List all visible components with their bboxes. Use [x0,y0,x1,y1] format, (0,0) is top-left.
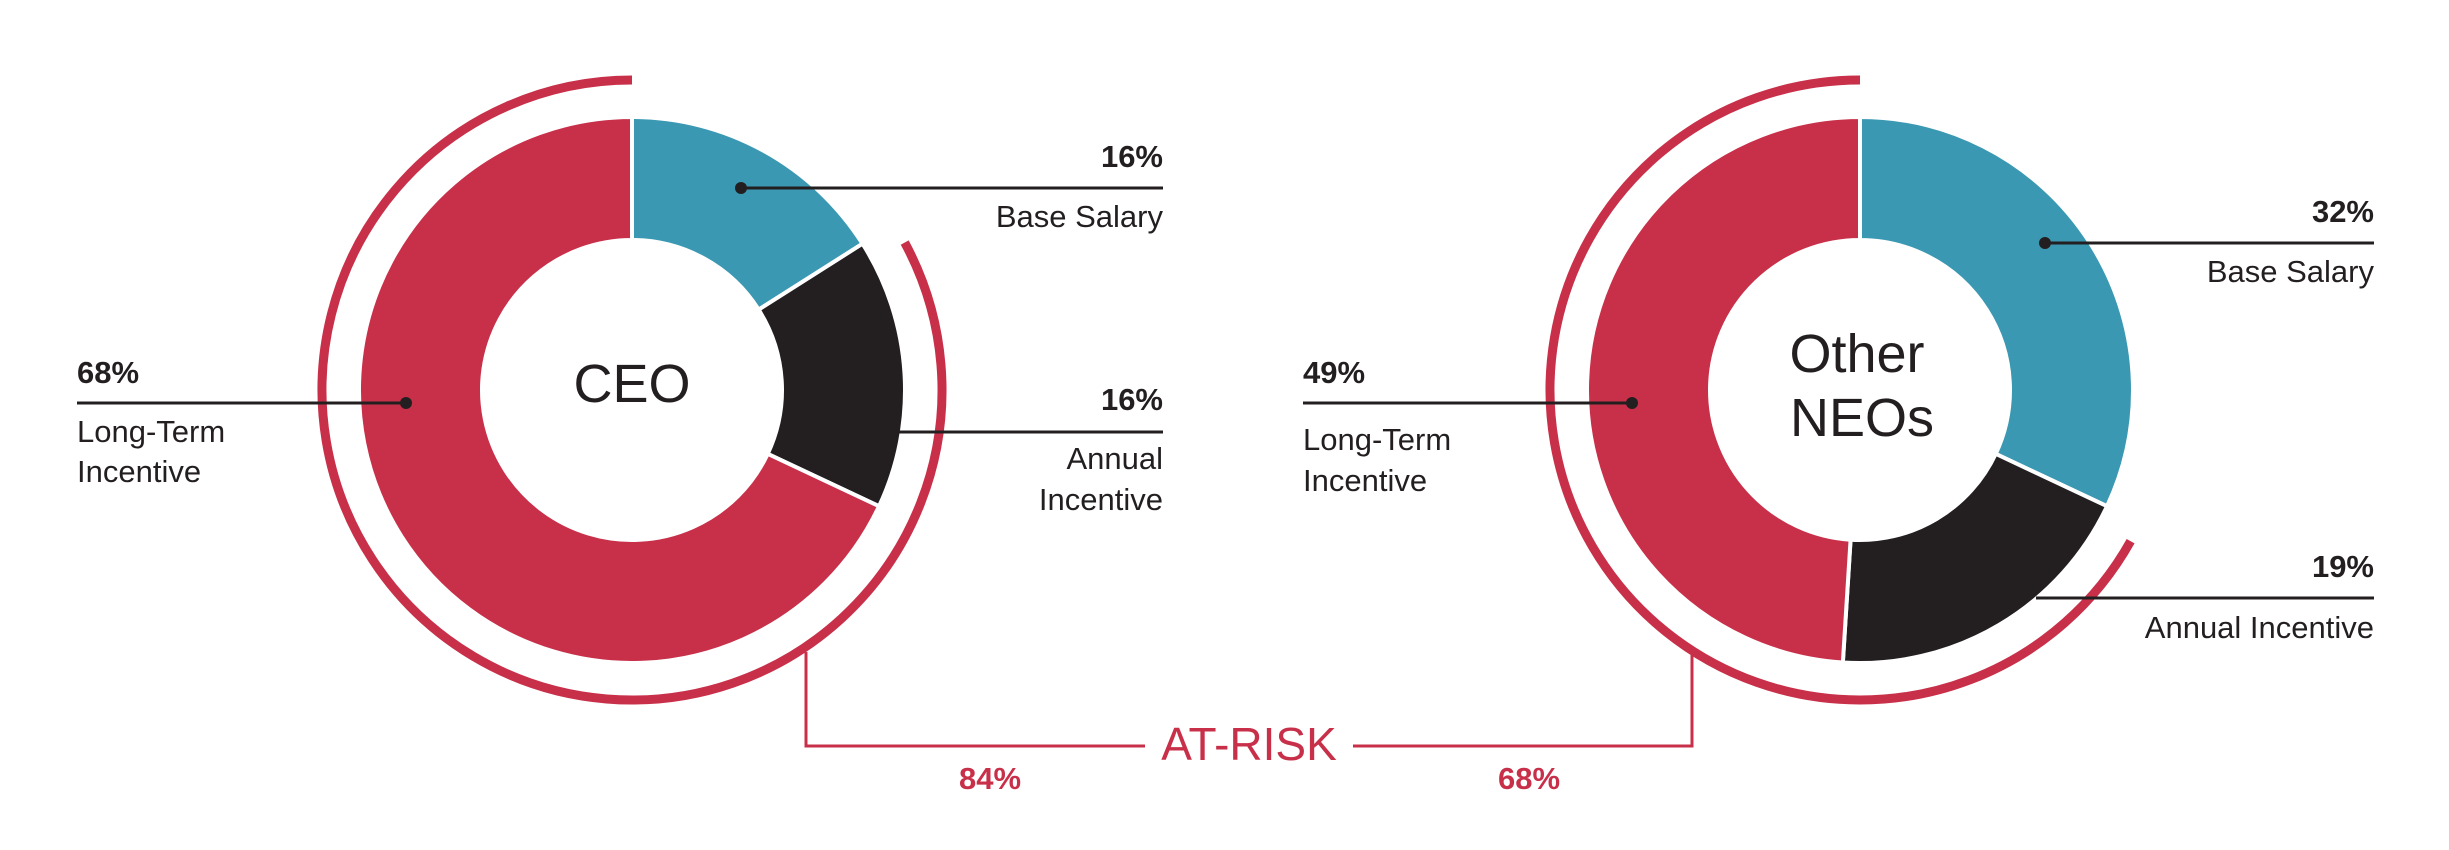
neo-label-text-long-term-2: Incentive [1303,463,1427,498]
at-risk-bracket-right [1353,652,1694,748]
ceo-label-annual-incentive: 16% Annual Incentive [895,382,1163,517]
neo-slice-long-term-incentive [1585,114,1862,665]
neo-slice-base-salary [1858,114,2135,509]
ceo-label-text-base-salary: Base Salary [996,199,1164,234]
ceo-pct-long-term-incentive: 68% [77,355,139,390]
neo-label-long-term-incentive: 49% Long-Term Incentive [1303,355,1638,498]
ceo-label-text-long-term-2: Incentive [77,454,201,489]
neo-at-risk-pct: 68% [1498,761,1560,796]
at-risk-title: AT-RISK [1161,718,1337,770]
neo-at-risk-arc [1545,75,2135,705]
ceo-leader-dot-long-term-incentive [400,397,412,409]
neo-pct-long-term-incentive: 49% [1303,355,1365,390]
at-risk-bracket-left [804,652,1145,748]
ceo-slice-long-term-incentive [357,114,882,665]
ceo-slice-annual-incentive [755,240,907,509]
neo-center-title-line1: Other [1789,324,1924,384]
ceo-center-title: CEO [573,354,690,414]
ceo-pct-base-salary: 16% [1101,139,1163,174]
ceo-label-text-annual-incentive-2: Incentive [1039,482,1163,517]
ceo-label-long-term-incentive: 68% Long-Term Incentive [77,355,412,489]
neo-label-text-annual-incentive: Annual Incentive [2145,610,2374,645]
neo-donut: Other NEOs [1545,75,2135,705]
ceo-at-risk-pct: 84% [959,761,1021,796]
neo-slice-annual-incentive [1840,451,2110,665]
ceo-at-risk-arc [317,75,947,705]
neo-label-text-long-term-1: Long-Term [1303,422,1451,457]
neo-leader-dot-long-term-incentive [1626,397,1638,409]
neo-leader-dot-base-salary [2039,237,2051,249]
at-risk-bracket: AT-RISK 84% 68% [804,652,1694,796]
neo-label-text-base-salary: Base Salary [2207,254,2375,289]
ceo-label-text-long-term-1: Long-Term [77,414,225,449]
ceo-label-text-annual-incentive-1: Annual [1066,441,1163,476]
neo-pct-base-salary: 32% [2312,194,2374,229]
ceo-donut: CEO [317,75,947,705]
neo-label-base-salary: 32% Base Salary [2039,194,2374,289]
ceo-leader-dot-base-salary [735,182,747,194]
neo-label-annual-incentive: 19% Annual Incentive [2036,549,2374,645]
ceo-label-base-salary: 16% Base Salary [735,139,1163,234]
neo-center-title-line2: NEOs [1790,388,1934,448]
ceo-pct-annual-incentive: 16% [1101,382,1163,417]
neo-pct-annual-incentive: 19% [2312,549,2374,584]
ceo-slice-base-salary [630,114,866,313]
